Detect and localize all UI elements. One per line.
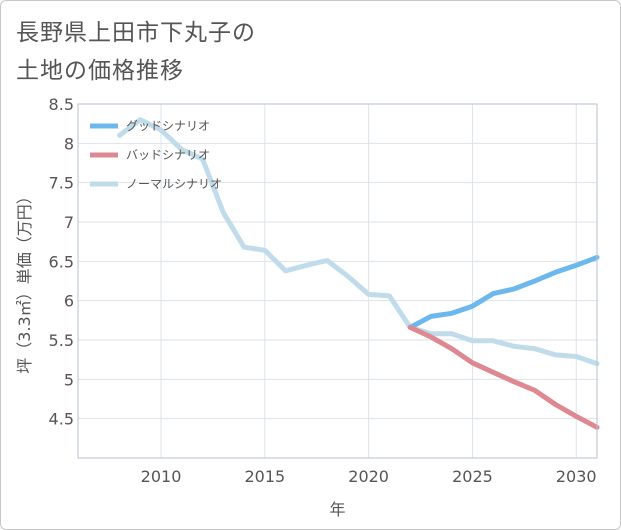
y-tick-label: 4.5 — [49, 410, 74, 429]
x-tick-label: 2010 — [141, 467, 182, 486]
y-axis-label: 坪（3.3㎡）単価（万円） — [15, 188, 34, 373]
series-line-1 — [407, 324, 600, 430]
plot-area-border — [77, 103, 598, 459]
y-tick-label: 8.5 — [49, 95, 74, 114]
series-line-2 — [117, 117, 600, 367]
x-tick-label: 2020 — [348, 467, 389, 486]
legend-label-1: バッドシナリオ — [126, 148, 210, 162]
x-axis-label: 年 — [329, 500, 345, 519]
y-tick-label: 7.5 — [49, 174, 74, 193]
grid — [78, 103, 597, 458]
chart-title: 長野県上田市下丸子の 土地の価格推移 — [16, 20, 256, 84]
y-tick-label: 6 — [64, 292, 74, 311]
x-tick-label: 2015 — [244, 467, 285, 486]
legend-label-0: グッドシナリオ — [126, 119, 210, 133]
y-tick-label: 7 — [64, 213, 74, 232]
x-tick-label: 2025 — [452, 467, 493, 486]
y-tick-label: 5 — [64, 370, 74, 389]
series-line-0 — [407, 254, 600, 330]
x-tick-label: 2030 — [556, 467, 597, 486]
axes — [77, 103, 598, 459]
y-tick-label: 8 — [64, 134, 74, 153]
series-lines — [117, 117, 600, 430]
tick-labels: 2010 2015 2020 2025 2030 4.5 5 5.5 6 6.5 7 7.5 8 8.5 — [49, 95, 597, 486]
legend-label-2: ノーマルシナリオ — [126, 177, 222, 191]
y-tick-label: 5.5 — [49, 331, 74, 350]
y-tick-label: 6.5 — [49, 252, 74, 271]
